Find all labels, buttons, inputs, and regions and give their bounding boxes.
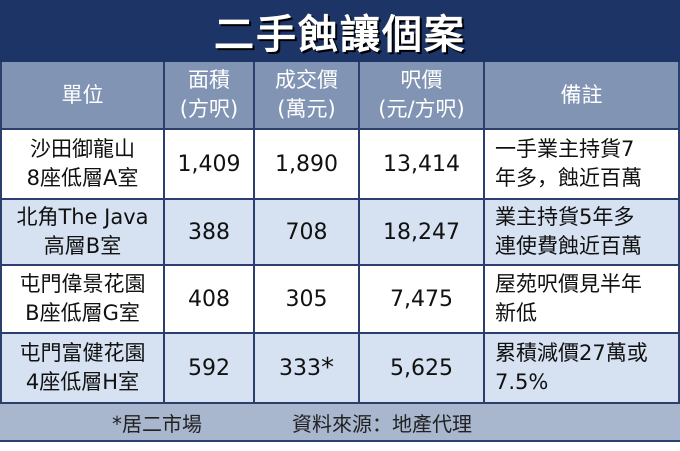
- cell-text: 388: [188, 218, 230, 247]
- cell-line: 年多，蝕近百萬: [495, 166, 642, 190]
- cell-line: 高層B室: [43, 234, 122, 258]
- cell-line: (萬元): [277, 97, 336, 121]
- cell-line: 屯門偉景花園: [19, 272, 146, 296]
- cell-text: 305: [286, 285, 328, 314]
- marker: *: [321, 352, 334, 383]
- cell-value: 408: [188, 286, 230, 312]
- footer: *居二市場 資料來源：地產代理: [0, 404, 680, 442]
- cell-line: 單位: [61, 82, 104, 107]
- cell-value: 18,247: [383, 219, 460, 245]
- num-cell: 5,625: [360, 334, 485, 404]
- cell-value: 333: [279, 355, 321, 381]
- num-cell: 18,247: [360, 200, 485, 266]
- note-cell: 屋苑呎價見半年 新低: [485, 266, 680, 334]
- cell-value: 592: [188, 355, 230, 381]
- cell-line: 屋苑呎價見半年: [495, 272, 642, 296]
- num-cell: 333*: [255, 334, 360, 404]
- cell-text: 1,890: [275, 150, 338, 179]
- cell-value: 305: [285, 286, 328, 312]
- cell-line: 累積減價27萬或: [495, 341, 648, 365]
- cell-value: 708: [285, 219, 328, 245]
- header-cell: 呎價 (元/方呎): [360, 62, 485, 130]
- cell-line: 沙田御龍山: [30, 137, 135, 161]
- header-cell: 成交價 (萬元): [255, 62, 360, 130]
- cell-value: 13,414: [383, 151, 460, 177]
- cell-line: (方呎): [179, 97, 239, 121]
- cell-line: 4座低層H室: [25, 370, 140, 394]
- cell-line: 7.5%: [495, 370, 549, 394]
- num-cell: 708: [255, 200, 360, 266]
- header-cell: 備註: [485, 62, 680, 130]
- unit-cell: 北角The Java 高層B室: [0, 200, 165, 266]
- num-cell: 388: [165, 200, 255, 266]
- cell-value: 388: [188, 219, 230, 245]
- cell-line: 成交價: [275, 68, 338, 92]
- cell-text: 13,414: [383, 150, 460, 179]
- cell-line: 北角The Java: [16, 205, 149, 229]
- cell-line: 連使費蝕近百萬: [495, 234, 642, 258]
- source: 資料來源：地產代理: [292, 411, 472, 436]
- cell-text: 592: [188, 354, 230, 383]
- note-cell: 一手業主持貨7 年多，蝕近百萬: [485, 130, 680, 200]
- num-cell: 1,890: [255, 130, 360, 200]
- num-cell: 1,409: [165, 130, 255, 200]
- num-cell: 408: [165, 266, 255, 334]
- note-cell: 累積減價27萬或 7.5%: [485, 334, 680, 404]
- cell-line: 一手業主持貨7: [495, 137, 635, 161]
- num-cell: 7,475: [360, 266, 485, 334]
- cell-line: 8座低層A室: [26, 166, 139, 190]
- cell-text: 7,475: [390, 285, 453, 314]
- header-cell: 面積 (方呎): [165, 62, 255, 130]
- cell-line: B座低層G室: [25, 301, 140, 325]
- cell-value: 1,890: [275, 151, 338, 177]
- cell-line: (元/方呎): [378, 97, 465, 121]
- num-cell: 13,414: [360, 130, 485, 200]
- note-cell: 業主持貨5年多 連使費蝕近百萬: [485, 200, 680, 266]
- cell-text: 5,625: [390, 354, 453, 383]
- footnote: *居二市場: [112, 411, 202, 436]
- title: 二手蝕讓個案: [0, 0, 680, 62]
- cell-line: 屯門富健花園: [19, 341, 146, 365]
- cell-line: 業主持貨5年多: [495, 205, 635, 229]
- unit-cell: 屯門富健花園 4座低層H室: [0, 334, 165, 404]
- cell-line: 呎價: [400, 68, 443, 92]
- cell-text: 18,247: [383, 218, 460, 247]
- cell-text: 408: [188, 285, 230, 314]
- unit-cell: 屯門偉景花園 B座低層G室: [0, 266, 165, 334]
- cell-value: 5,625: [390, 355, 453, 381]
- cell-value: 7,475: [390, 286, 453, 312]
- cell-line: 新低: [495, 301, 537, 325]
- unit-cell: 沙田御龍山 8座低層A室: [0, 130, 165, 200]
- cell-line: 面積: [188, 68, 230, 92]
- cell-line: 備註: [560, 82, 603, 107]
- cell-text: 708: [286, 218, 328, 247]
- num-cell: 592: [165, 334, 255, 404]
- cell-text: 333*: [279, 352, 334, 383]
- header-cell: 單位: [0, 62, 165, 130]
- cell-value: 1,409: [177, 151, 241, 177]
- num-cell: 305: [255, 266, 360, 334]
- cell-text: 1,409: [178, 150, 241, 179]
